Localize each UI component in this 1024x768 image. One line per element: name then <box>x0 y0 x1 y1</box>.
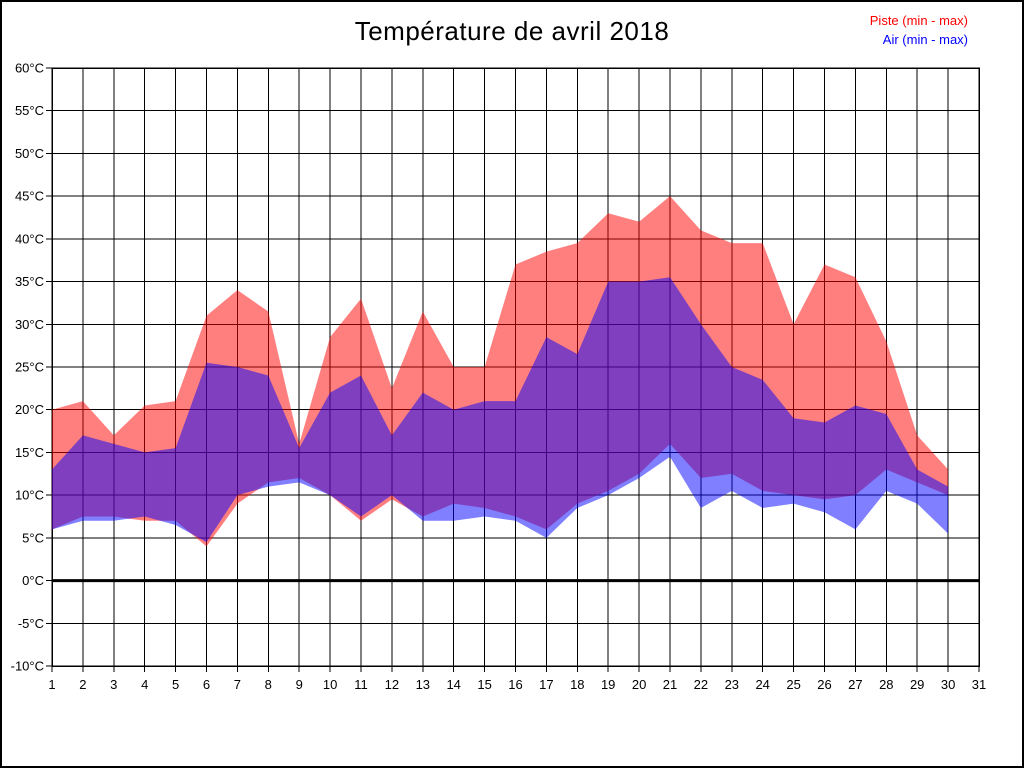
svg-text:60°C: 60°C <box>15 61 44 76</box>
svg-text:55°C: 55°C <box>15 103 44 118</box>
svg-text:19: 19 <box>601 677 615 692</box>
svg-text:9: 9 <box>296 677 303 692</box>
svg-text:20: 20 <box>632 677 646 692</box>
svg-text:11: 11 <box>354 677 368 692</box>
x-axis-labels: 1 2 3 4 5 6 7 8 9 10 11 12 13 14 15 16 17 18 19 20 21 22 23 24 2… <box>48 677 986 692</box>
svg-text:6: 6 <box>203 677 210 692</box>
svg-text:21: 21 <box>663 677 677 692</box>
svg-text:1: 1 <box>48 677 55 692</box>
svg-text:22: 22 <box>694 677 708 692</box>
svg-text:13: 13 <box>416 677 430 692</box>
svg-text:15: 15 <box>477 677 491 692</box>
svg-text:26: 26 <box>817 677 831 692</box>
svg-text:-10°C: -10°C <box>11 659 44 674</box>
svg-text:35°C: 35°C <box>15 274 44 289</box>
axis-ticks <box>46 67 980 672</box>
svg-text:12: 12 <box>385 677 399 692</box>
svg-text:14: 14 <box>446 677 460 692</box>
svg-text:29: 29 <box>910 677 924 692</box>
svg-text:45°C: 45°C <box>15 189 44 204</box>
svg-text:5: 5 <box>172 677 179 692</box>
svg-text:2: 2 <box>79 677 86 692</box>
svg-text:30°C: 30°C <box>15 317 44 332</box>
air-band <box>52 277 949 543</box>
plot-border <box>51 67 980 667</box>
svg-text:31: 31 <box>972 677 986 692</box>
chart-title: Température de avril 2018 <box>354 16 670 46</box>
svg-text:0°C: 0°C <box>22 573 44 588</box>
svg-text:24: 24 <box>755 677 769 692</box>
svg-text:50°C: 50°C <box>15 146 44 161</box>
svg-text:28: 28 <box>879 677 893 692</box>
svg-text:7: 7 <box>234 677 241 692</box>
svg-text:8: 8 <box>265 677 272 692</box>
svg-text:40°C: 40°C <box>15 231 44 246</box>
legend-item-piste: Piste (min - max) <box>869 13 968 28</box>
svg-text:5°C: 5°C <box>22 530 44 545</box>
svg-text:16: 16 <box>508 677 522 692</box>
svg-text:3: 3 <box>110 677 117 692</box>
svg-text:25: 25 <box>786 677 800 692</box>
svg-text:30: 30 <box>941 677 955 692</box>
svg-text:25°C: 25°C <box>15 360 44 375</box>
svg-text:4: 4 <box>141 677 148 692</box>
svg-text:20°C: 20°C <box>15 402 44 417</box>
y-axis-labels: 60°C 55°C 50°C 45°C 40°C 35°C 30°C 25°C 20°C 15°C… <box>11 61 44 674</box>
legend-item-air: Air (min - max) <box>882 32 968 47</box>
legend: Piste (min - max) Air (min - max) <box>870 11 968 49</box>
svg-text:27: 27 <box>848 677 862 692</box>
svg-text:17: 17 <box>539 677 553 692</box>
svg-text:18: 18 <box>570 677 584 692</box>
svg-text:15°C: 15°C <box>15 445 44 460</box>
svg-text:10: 10 <box>323 677 337 692</box>
svg-text:23: 23 <box>725 677 739 692</box>
svg-text:10°C: 10°C <box>15 488 44 503</box>
svg-text:-5°C: -5°C <box>18 616 44 631</box>
